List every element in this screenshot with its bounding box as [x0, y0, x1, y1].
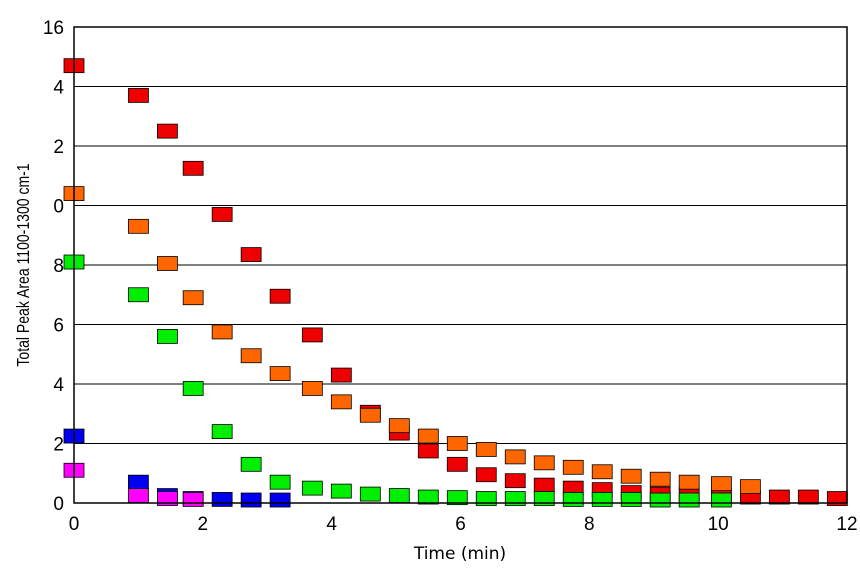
data-point — [562, 459, 584, 475]
data-points — [63, 58, 848, 508]
y-tick-label: 2 — [53, 435, 64, 456]
x-tick-label: 2 — [198, 514, 209, 535]
y-tick-label: 8 — [53, 256, 64, 277]
data-point — [269, 366, 291, 381]
data-point — [475, 442, 497, 457]
data-point — [301, 381, 323, 396]
data-point — [240, 247, 262, 262]
y-tick-label: 6 — [53, 316, 64, 337]
data-point — [388, 418, 410, 434]
y-tick-label: 4 — [53, 78, 64, 99]
data-point — [157, 256, 178, 271]
data-point — [240, 492, 262, 508]
data-point — [182, 290, 204, 306]
data-point — [591, 464, 613, 480]
x-tick-label: 6 — [455, 514, 466, 535]
data-point — [269, 288, 291, 304]
x-tick-label: 4 — [326, 514, 337, 535]
y-tick-label: 16 — [43, 18, 64, 39]
data-point — [128, 88, 149, 103]
data-point — [417, 443, 439, 459]
data-point — [649, 492, 671, 508]
x-tick-label: 10 — [708, 514, 729, 535]
data-point — [301, 480, 323, 496]
x-tick-label: 0 — [69, 514, 80, 535]
data-point — [446, 456, 468, 472]
data-point — [591, 492, 613, 507]
data-point — [710, 476, 732, 492]
data-point — [504, 491, 526, 506]
data-point — [388, 488, 410, 503]
data-point — [157, 328, 178, 344]
data-point — [475, 491, 497, 506]
data-point — [504, 449, 526, 465]
x-axis-label: Time (min) — [413, 544, 506, 564]
data-point — [620, 468, 642, 484]
data-point — [211, 324, 233, 340]
data-point — [678, 474, 700, 490]
data-point — [157, 123, 178, 139]
data-point — [240, 456, 262, 472]
data-point — [533, 491, 555, 506]
data-point — [359, 486, 381, 502]
data-point — [533, 477, 555, 493]
data-point — [562, 492, 584, 507]
data-point — [182, 492, 204, 507]
data-point — [211, 424, 233, 440]
data-point — [475, 467, 497, 483]
y-axis-label: Total Peak Area 1100-1300 cm-1 — [13, 163, 33, 366]
data-point — [301, 327, 323, 343]
data-point — [128, 474, 149, 490]
data-point — [269, 474, 291, 490]
data-point — [710, 492, 732, 508]
y-tick-label: 4 — [53, 375, 64, 396]
data-point — [157, 491, 178, 506]
y-tick-labels: 0 2 4 6 8 0 2 4 16 — [43, 18, 65, 515]
data-point — [330, 483, 352, 499]
data-point — [128, 218, 149, 234]
data-point — [739, 479, 761, 495]
data-point — [533, 455, 555, 471]
data-point — [211, 492, 233, 507]
data-point — [359, 407, 381, 423]
y-tick-label: 2 — [53, 137, 64, 158]
data-point — [797, 489, 819, 505]
data-point — [240, 348, 262, 364]
data-point — [504, 473, 526, 489]
x-tick-label: 8 — [584, 514, 595, 535]
x-tick-labels: 0 2 4 6 8 10 12 — [69, 514, 858, 535]
data-point — [417, 489, 439, 505]
data-point — [182, 381, 204, 396]
plot-frame — [73, 26, 848, 504]
data-point — [182, 160, 204, 176]
data-point — [446, 436, 468, 451]
data-point — [269, 492, 291, 508]
y-tick-label: 0 — [53, 197, 64, 218]
data-point — [211, 207, 233, 222]
data-point — [330, 367, 352, 383]
data-point — [649, 471, 671, 487]
data-point — [446, 490, 468, 506]
data-point — [768, 489, 790, 505]
data-point — [678, 492, 700, 508]
data-point — [417, 428, 439, 444]
x-tick-label: 12 — [836, 514, 857, 535]
data-point — [128, 488, 149, 503]
data-point — [128, 287, 149, 303]
data-point — [620, 492, 642, 507]
data-point — [330, 394, 352, 410]
y-tick-label: 0 — [53, 494, 64, 515]
